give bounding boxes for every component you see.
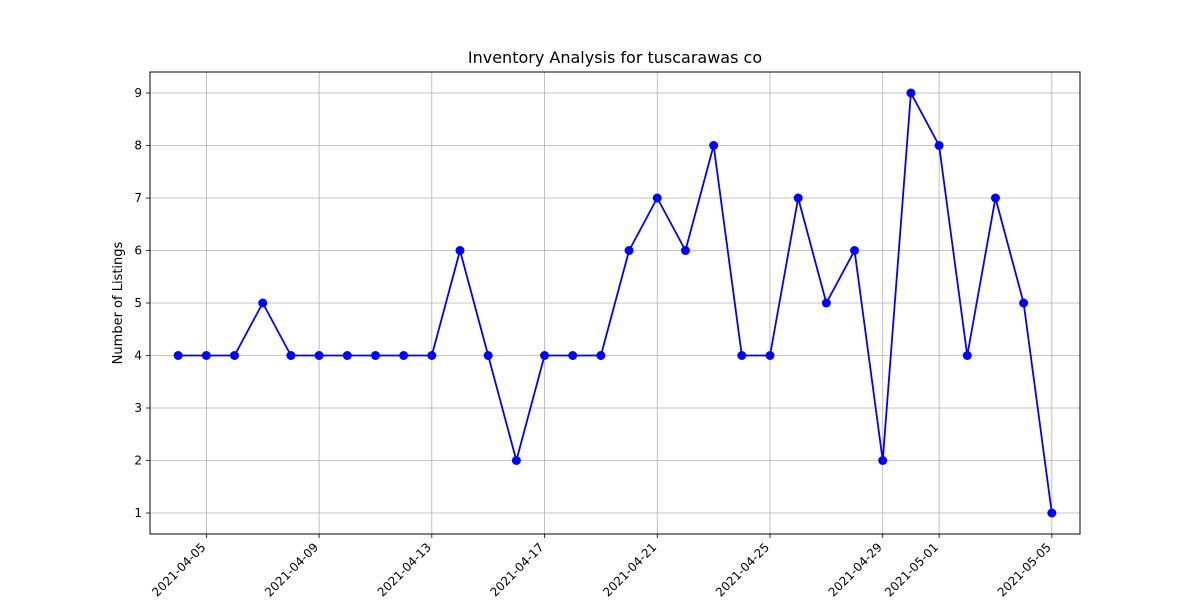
data-point: [370, 351, 380, 360]
data-point: [1019, 298, 1029, 308]
y-tick-label: 3: [134, 401, 142, 415]
data-point: [680, 246, 690, 255]
data-point: [652, 193, 662, 203]
data-point: [483, 351, 493, 360]
data-point: [342, 351, 352, 360]
data-point: [850, 246, 860, 255]
series-line: [178, 92, 1053, 514]
data-point: [230, 351, 240, 360]
data-point: [540, 351, 550, 360]
data-point: [399, 351, 409, 360]
data-point: [511, 456, 521, 465]
data-point: [709, 141, 719, 150]
data-point: [878, 456, 888, 465]
data-point: [1047, 508, 1057, 518]
chart-title: Inventory Analysis for tuscarawas co: [468, 48, 762, 67]
y-tick-label: 1: [134, 506, 142, 520]
y-tick-label: 9: [134, 86, 142, 100]
data-point: [765, 351, 775, 360]
y-tick-label: 2: [134, 454, 142, 468]
y-tick-label: 6: [134, 244, 142, 258]
data-point: [906, 88, 916, 98]
y-axis: 1 2 3 4 5 6 7 8 9: [134, 86, 150, 520]
y-tick-label: 7: [134, 191, 142, 205]
data-point: [427, 351, 437, 360]
data-point: [962, 351, 972, 360]
data-point: [737, 351, 747, 360]
data-point: [821, 298, 831, 308]
y-tick-label: 4: [134, 349, 142, 363]
data-point: [201, 351, 211, 360]
y-tick-label: 8: [134, 139, 142, 153]
data-point: [258, 298, 268, 308]
data-point: [793, 193, 803, 203]
data-point: [568, 351, 578, 360]
data-point: [455, 246, 465, 255]
y-axis-label: Number of Listings: [111, 241, 126, 364]
data-point: [286, 351, 296, 360]
data-point: [596, 351, 606, 360]
data-point: [990, 193, 1000, 203]
data-point: [314, 351, 324, 360]
data-point: [624, 246, 634, 255]
series-layer: [173, 88, 1057, 518]
data-point: [173, 351, 183, 360]
data-point: [934, 141, 944, 150]
y-tick-label: 5: [134, 296, 142, 310]
